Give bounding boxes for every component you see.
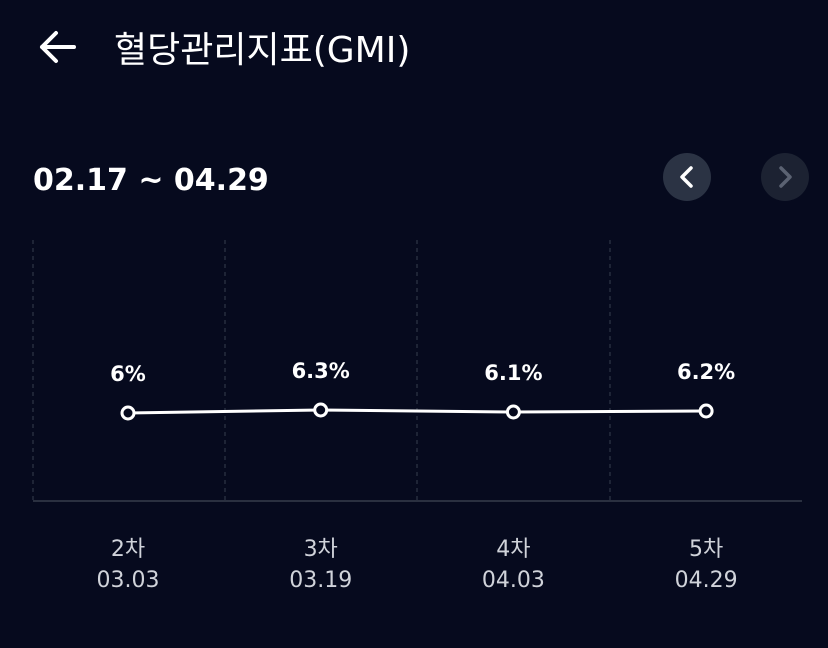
- value-label: 6%: [110, 362, 146, 386]
- date-range: 02.17 ~ 04.29: [33, 163, 269, 198]
- date-label: 03.19: [289, 568, 352, 593]
- round-label: 4차: [496, 537, 530, 562]
- round-label: 2차: [111, 537, 145, 562]
- round-label: 5차: [689, 537, 723, 562]
- point: [505, 404, 521, 420]
- date-label: 04.29: [675, 568, 738, 593]
- prev-button[interactable]: [663, 153, 711, 201]
- back-arrow: [40, 31, 76, 63]
- prev-chevron: [680, 166, 693, 188]
- date-label: 04.03: [482, 568, 545, 593]
- point: [313, 402, 329, 418]
- round-label: 3차: [304, 537, 338, 562]
- next-button[interactable]: [761, 153, 809, 201]
- next-chevron: [779, 166, 792, 188]
- back-button[interactable]: [40, 31, 76, 63]
- plot: 6% 2차 03.03 6.3% 3차 03.19 6.1% 4차 04.03 6.2% 5차 04.…: [97, 359, 738, 593]
- point: [120, 405, 136, 421]
- value-label: 6.3%: [292, 359, 350, 383]
- prev-circle: [663, 153, 711, 201]
- value-label: 6.2%: [677, 360, 735, 384]
- point: [698, 403, 714, 419]
- column-dividers: [32, 240, 611, 500]
- line: [127, 408, 707, 415]
- page-title: 혈당관리지표(GMI): [114, 30, 410, 71]
- value-label: 6.1%: [484, 361, 542, 385]
- next-circle: [761, 153, 809, 201]
- date-label: 03.03: [97, 568, 160, 593]
